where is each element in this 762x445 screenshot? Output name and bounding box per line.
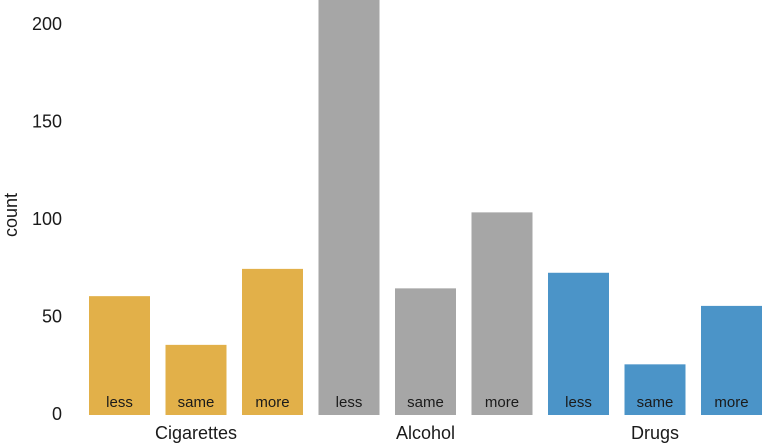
bar-category-label: more: [714, 394, 748, 411]
y-tick-label: 0: [52, 404, 62, 424]
group-label: Cigarettes: [155, 423, 237, 443]
bar: [701, 305, 762, 415]
bar-category-label: same: [407, 394, 444, 411]
y-tick-label: 150: [32, 111, 62, 131]
bar: [548, 272, 609, 415]
bar: [624, 364, 686, 415]
bar-category-label: more: [485, 394, 519, 411]
bar-category-label: same: [637, 394, 674, 411]
bar-category-label: less: [565, 394, 592, 411]
bar-category-label: same: [178, 394, 215, 411]
bar-category-label: less: [106, 394, 133, 411]
bar: [318, 0, 380, 415]
bar: [471, 212, 533, 415]
y-tick-label: 100: [32, 209, 62, 229]
group-label: Drugs: [631, 423, 679, 443]
y-axis-label: count: [1, 193, 21, 237]
bar-category-label: less: [336, 394, 363, 411]
bar: [242, 268, 303, 415]
y-tick-label: 50: [42, 306, 62, 326]
bar: [165, 344, 227, 415]
bar-category-label: more: [255, 394, 289, 411]
y-tick-label: 200: [32, 14, 62, 34]
bar: [395, 288, 456, 415]
bar: [89, 296, 150, 415]
group-label: Alcohol: [396, 423, 455, 443]
